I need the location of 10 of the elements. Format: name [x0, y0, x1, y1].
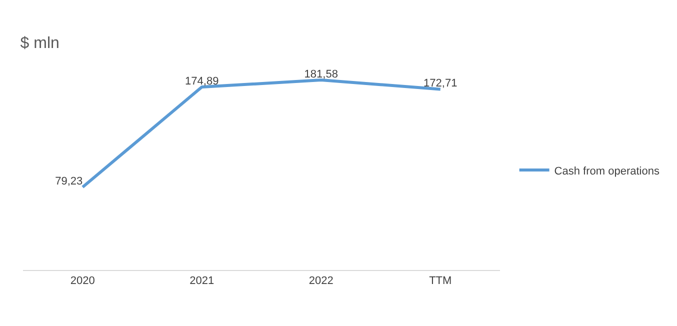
legend-label: Cash from operations [554, 165, 660, 178]
data-label: 172,71 [424, 78, 458, 90]
data-label: 79,23 [55, 175, 83, 188]
x-tick-label: 2022 [308, 275, 334, 288]
x-tick-label: 2021 [190, 275, 214, 288]
data-label: 174,89 [185, 75, 219, 88]
x-tick-label: TTM [429, 275, 452, 288]
chart-title: $ mln [20, 34, 60, 52]
data-label: 181,58 [304, 68, 338, 80]
x-tick-label: 2020 [70, 275, 95, 288]
